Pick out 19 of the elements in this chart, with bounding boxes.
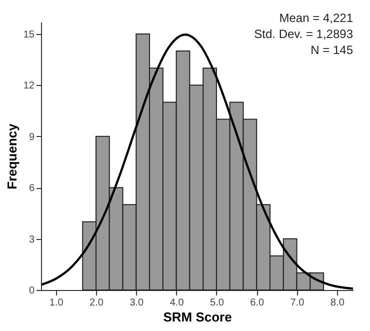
x-tick-label: 7.0 bbox=[290, 298, 305, 308]
y-tick-label: 12 bbox=[23, 80, 35, 92]
y-tick-label: 9 bbox=[28, 132, 35, 143]
annotation: Mean = 4,221 bbox=[279, 11, 354, 25]
annotation: Std. Dev. = 1,2893 bbox=[254, 27, 354, 41]
x-tick-label: 5.0 bbox=[210, 298, 224, 308]
x-tick-label: 6.0 bbox=[250, 298, 265, 308]
x-tick-label: 8.0 bbox=[330, 298, 345, 308]
x-tick-label: 3.0 bbox=[130, 298, 144, 308]
y-tick-label: 6 bbox=[28, 183, 35, 194]
x-axis-title: SRM Score bbox=[163, 310, 232, 324]
x-tick-label: 4.0 bbox=[170, 298, 184, 308]
y-tick-label: 3 bbox=[28, 234, 35, 246]
annotation: N = 145 bbox=[310, 43, 354, 57]
x-tick-label: 1.0 bbox=[49, 298, 64, 308]
x-tick-label: 2.0 bbox=[90, 298, 104, 308]
y-tick-label: 0 bbox=[28, 286, 35, 296]
y-axis-title: Frequency bbox=[4, 122, 20, 190]
y-tick-label: 15 bbox=[23, 29, 35, 40]
